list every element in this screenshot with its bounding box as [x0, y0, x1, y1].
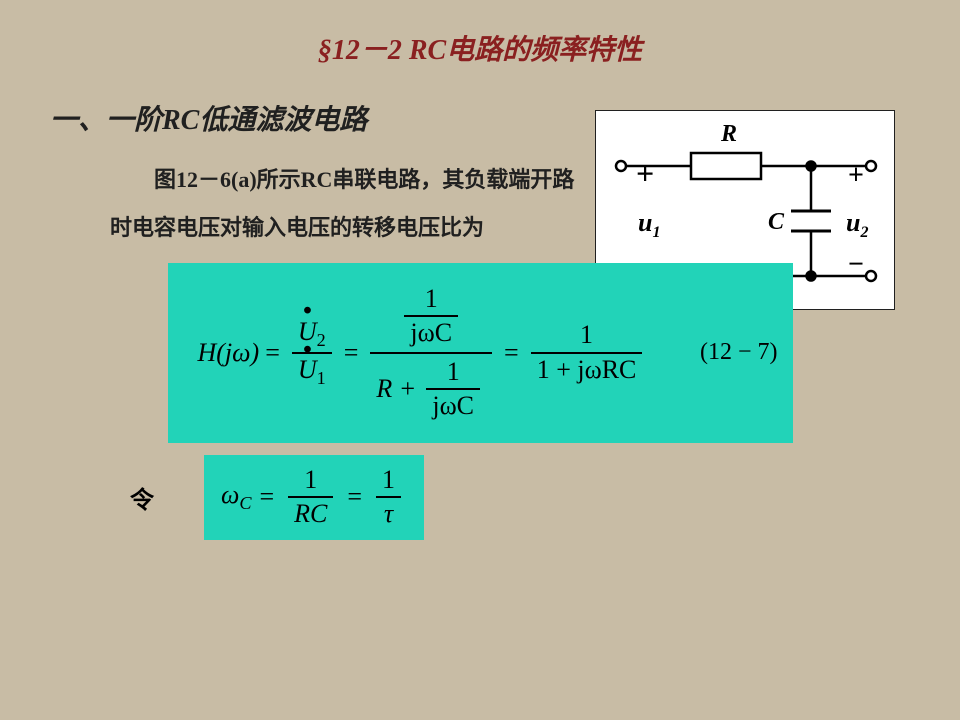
frac-1-tau: 1 τ — [376, 464, 401, 531]
page-title: §12－2 RC电路的频率特性 — [0, 0, 960, 68]
eq-sign: = — [347, 482, 362, 512]
plus-left: + — [636, 155, 654, 191]
eq-sign: = — [504, 338, 519, 368]
plus-right: + — [848, 160, 864, 191]
eq-frac-final: 1 1 + jωRC — [531, 319, 643, 386]
equation-body: H(jω) = U2 U1 = 1 jωC R + 1 — [198, 281, 649, 425]
eq-sign: = — [259, 482, 274, 512]
frac-1-RC: 1 RC — [288, 464, 333, 531]
resistor-label: R — [720, 121, 737, 147]
eq-sign: = — [265, 338, 280, 368]
equation-omega-c: ωC = 1 RC = 1 τ — [204, 455, 424, 540]
omega-c: ωC — [221, 480, 252, 514]
bottom-row: 令 ωC = 1 RC = 1 τ — [130, 455, 960, 540]
minus-right: − — [848, 249, 864, 280]
equation-number: (12 − 7) — [700, 339, 778, 366]
equation-main: H(jω) = U2 U1 = 1 jωC R + 1 — [168, 263, 793, 443]
eq-frac-big: 1 jωC R + 1 jωC — [370, 281, 492, 425]
eq-frac-u2u1: U2 U1 — [292, 316, 332, 390]
u2-label: u2 — [846, 208, 868, 241]
eq-lhs: H(jω) — [198, 338, 260, 368]
u1-label: u1 — [638, 208, 660, 241]
let-label: 令 — [130, 480, 154, 515]
capacitor-label: C — [768, 209, 785, 235]
eq-sign: = — [344, 338, 359, 368]
